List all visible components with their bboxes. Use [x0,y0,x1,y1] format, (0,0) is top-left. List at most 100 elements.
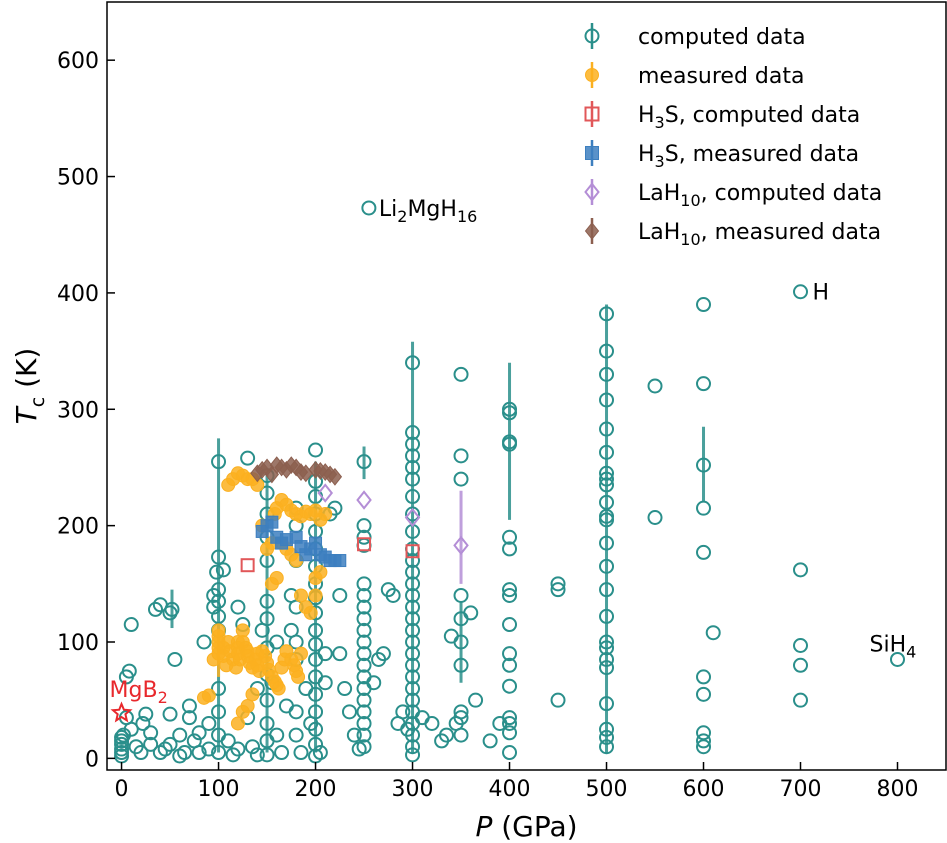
point-computed-data-64 [259,485,275,501]
point-computed-data-118 [332,587,348,603]
point-computed-data-232 [599,558,615,574]
x-tick-label-100: 100 [198,777,240,802]
legend-label-2: H3S, computed data [638,103,860,132]
y-tick-label-600: 600 [57,49,99,74]
legend-label-4: LaH10, computed data [638,181,882,210]
x-tick-label-0: 0 [115,777,129,802]
point-measured-data-83 [313,565,328,580]
point-computed-data-153 [405,425,421,441]
point-lah10-computed-data-0 [317,483,334,503]
point-computed-data-50 [211,745,227,761]
point-computed-data-78 [269,634,285,650]
point-computed-data-231 [599,535,615,551]
point-computed-data-173 [405,681,421,697]
point-computed-data-255 [705,625,721,641]
x-tick-label-200: 200 [295,777,337,802]
legend-label-0: computed data [638,25,806,50]
annotation-mgb2: MgB2 [110,678,168,707]
point-computed-data-128 [356,576,372,592]
legend-item-3: H3S, measured data [585,140,859,171]
data-layer [114,200,906,764]
point-computed-data-57 [240,450,256,466]
point-computed-data-132 [356,622,372,638]
point-computed-data-16 [143,736,159,752]
point-computed-data-89 [288,704,304,720]
point-computed-data-40 [209,564,225,580]
x-tick-label-700: 700 [780,777,822,802]
x-tick-label-400: 400 [489,777,531,802]
point-computed-data-250 [696,669,712,685]
point-computed-data-205 [502,541,518,557]
point-computed-data-125 [356,518,372,534]
point-computed-data-216 [550,576,566,592]
legend-item-5: LaH10, measured data [584,218,881,249]
point-computed-data-15 [138,706,154,722]
point-computed-data-208 [502,617,518,633]
series-lah10-measured-data [250,456,343,486]
point-computed-data-124 [356,454,372,470]
point-h3s-measured-data-10 [309,536,323,550]
point-computed-data-169 [405,634,421,650]
point-computed-data-254 [696,739,712,755]
legend-label-1: measured data [638,64,804,89]
y-tick-label-400: 400 [57,282,99,307]
point-computed-data-237 [599,651,615,667]
point-computed-data-180 [414,710,430,726]
point-computed-data-193 [453,704,469,720]
point-measured-data-45 [293,646,308,661]
point-computed-data-52 [220,733,236,749]
point-computed-data-209 [502,646,518,662]
point-computed-data-158 [405,489,421,505]
point-computed-data-54 [230,741,246,757]
point-computed-data-188 [453,471,469,487]
point-computed-data-10 [123,617,139,633]
point-computed-data-261 [890,651,906,667]
point-computed-data-79 [274,745,290,761]
point-computed-data-247 [696,457,712,473]
point-computed-data-224 [599,444,615,460]
point-computed-data-186 [453,366,469,382]
point-computed-data-211 [502,678,518,694]
point-computed-data-165 [405,587,421,603]
point-computed-data-113 [312,745,328,761]
point-computed-data-55 [230,599,246,615]
point-computed-data-172 [405,669,421,685]
legend: computed data measured data H3S, computed … [584,23,882,249]
point-computed-data-92 [298,681,314,697]
point-computed-data-133 [356,634,372,650]
legend-item-0: computed data [584,23,806,50]
point-computed-data-110 [308,721,324,737]
point-computed-data-143 [361,200,377,216]
mgb2-star-marker [110,701,133,723]
x-tick-label-800: 800 [877,777,919,802]
legend-marker-2 [584,106,600,122]
point-computed-data-257 [793,562,809,578]
point-computed-data-198 [482,733,498,749]
point-computed-data-260 [793,692,809,708]
point-computed-data-90 [288,727,304,743]
point-lah10-computed-data-2 [404,507,421,528]
point-computed-data-183 [438,727,454,743]
point-computed-data-201 [502,405,518,421]
point-computed-data-105 [308,636,324,652]
point-computed-data-207 [502,587,518,603]
point-computed-data-138 [356,692,372,708]
point-computed-data-222 [599,392,615,408]
point-computed-data-163 [405,564,421,580]
point-lah10-measured-data-15 [327,467,343,486]
point-computed-data-119 [332,646,348,662]
point-computed-data-42 [211,549,227,565]
point-computed-data-241 [599,729,615,745]
point-computed-data-26 [167,651,183,667]
point-computed-data-23 [162,706,178,722]
point-measured-data-7 [211,623,226,638]
point-computed-data-259 [793,657,809,673]
point-computed-data-60 [249,747,265,763]
point-computed-data-221 [599,366,615,382]
point-computed-data-206 [502,582,518,598]
point-computed-data-179 [405,747,421,763]
point-computed-data-91 [293,745,309,761]
point-computed-data-178 [405,739,421,755]
x-tick-label-300: 300 [392,777,434,802]
y-axis-label: Tc (K) [10,348,49,425]
